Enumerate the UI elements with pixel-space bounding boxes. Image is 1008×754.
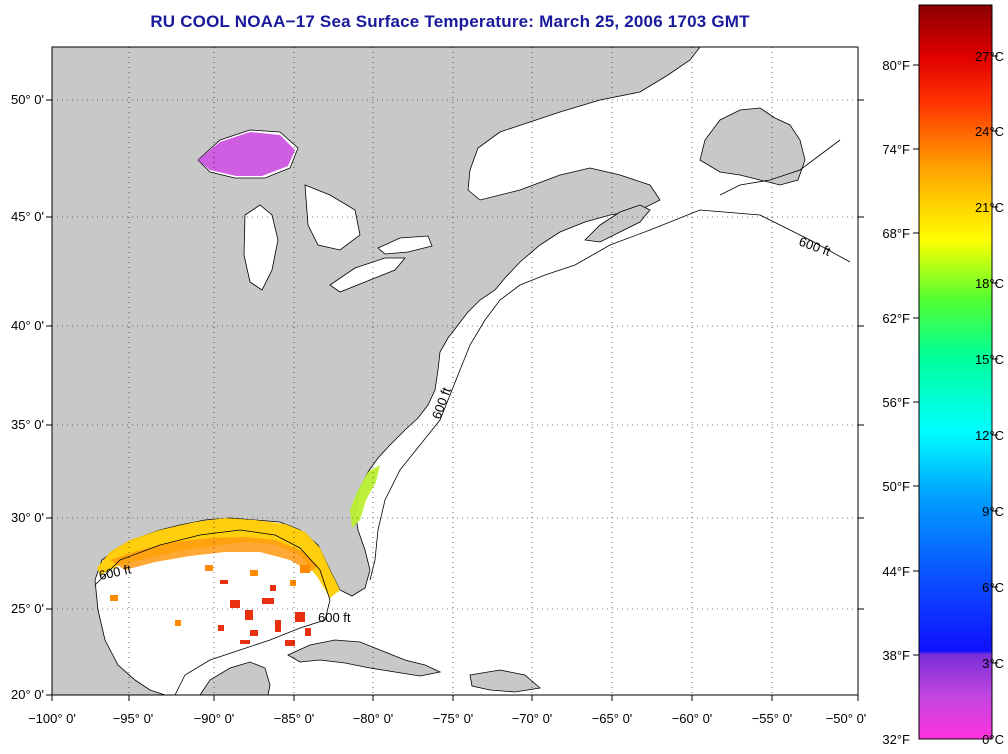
lat-label: 50° 0' <box>11 92 44 107</box>
fahrenheit-label: 44°F <box>882 564 910 579</box>
contour-600ft-gulf <box>94 529 331 695</box>
celsius-label: 0°C <box>982 732 1004 747</box>
great-lakes <box>197 129 433 293</box>
fahrenheit-label: 56°F <box>882 395 910 410</box>
fahrenheit-label: 68°F <box>882 226 910 241</box>
contour-label-gulf: 600 ft <box>98 561 133 583</box>
lon-label: −75° 0' <box>433 711 474 726</box>
lat-label: 25° 0' <box>11 601 44 616</box>
colorbar: 80°F 74°F 68°F 62°F 56°F 50°F 44°F 38°F … <box>882 4 1004 747</box>
sst-gulf-orange <box>110 537 318 572</box>
celsius-label: 21°C <box>975 200 1004 215</box>
lon-label: −50° 0' <box>826 711 867 726</box>
lake-erie <box>329 257 406 293</box>
map-grid <box>52 47 858 695</box>
latitude-labels: 50° 0' 45° 0' 40° 0' 35° 0' 30° 0' 25° 0… <box>11 92 44 702</box>
celsius-label: 3°C <box>982 656 1004 671</box>
celsius-label: 9°C <box>982 504 1004 519</box>
celsius-label: 27°C <box>975 49 1004 64</box>
longitude-labels: −100° 0' −95° 0' −90° 0' −85° 0' −80° 0'… <box>28 711 866 726</box>
colorbar-ticks <box>913 55 998 664</box>
sst-data <box>97 132 380 646</box>
lake-michigan <box>243 204 279 291</box>
fahrenheit-label: 62°F <box>882 311 910 326</box>
sst-florida-atlantic <box>350 465 380 528</box>
map-frame <box>51 46 859 696</box>
celsius-label: 12°C <box>975 428 1004 443</box>
lon-label: −55° 0' <box>752 711 793 726</box>
hispaniola-land <box>469 669 541 693</box>
contour-label-florida: 600 ft <box>318 610 351 625</box>
map-area: 600 ft 600 ft 600 ft 600 ft <box>52 47 858 695</box>
lon-label: −85° 0' <box>274 711 315 726</box>
newfoundland-land <box>699 107 806 186</box>
colorbar-celsius-labels: 27°C 24°C 21°C 18°C 15°C 12°C 9°C 6°C 3°… <box>975 49 1004 747</box>
sst-lake-superior <box>198 132 295 176</box>
map-title: RU COOL NOAA−17 Sea Surface Temperature:… <box>150 12 750 31</box>
lon-label: −90° 0' <box>194 711 235 726</box>
contour-600ft-atlantic <box>369 209 851 581</box>
fahrenheit-label: 80°F <box>882 58 910 73</box>
sst-gulf-scatter-orange <box>110 565 310 626</box>
fahrenheit-label: 32°F <box>882 732 910 747</box>
celsius-label: 18°C <box>975 276 1004 291</box>
lon-label: −65° 0' <box>592 711 633 726</box>
lake-ontario <box>377 235 433 255</box>
contour-600ft-newfoundland <box>719 139 841 196</box>
lat-label: 35° 0' <box>11 417 44 432</box>
lon-label: −60° 0' <box>672 711 713 726</box>
sst-gulf-shelf <box>97 518 340 598</box>
lon-label: −100° 0' <box>28 711 76 726</box>
colorbar-fahrenheit-labels: 80°F 74°F 68°F 62°F 56°F 50°F 44°F 38°F … <box>882 58 910 747</box>
celsius-label: 15°C <box>975 352 1004 367</box>
lon-label: −95° 0' <box>113 711 154 726</box>
map-ticks <box>46 99 864 701</box>
nova-scotia-land <box>584 204 651 243</box>
colorbar-gradient <box>918 4 993 740</box>
lake-huron <box>304 184 361 251</box>
fahrenheit-label: 50°F <box>882 479 910 494</box>
sst-gulf-scatter <box>218 580 311 646</box>
lon-label: −80° 0' <box>353 711 394 726</box>
lat-label: 45° 0' <box>11 209 44 224</box>
celsius-label: 6°C <box>982 580 1004 595</box>
celsius-label: 24°C <box>975 124 1004 139</box>
yucatan-land <box>199 661 271 695</box>
fahrenheit-label: 74°F <box>882 142 910 157</box>
cuba-land <box>287 639 442 677</box>
lat-label: 30° 0' <box>11 510 44 525</box>
fahrenheit-label: 38°F <box>882 648 910 663</box>
lat-label: 40° 0' <box>11 318 44 333</box>
lon-label: −70° 0' <box>512 711 553 726</box>
lat-label: 20° 0' <box>11 687 44 702</box>
